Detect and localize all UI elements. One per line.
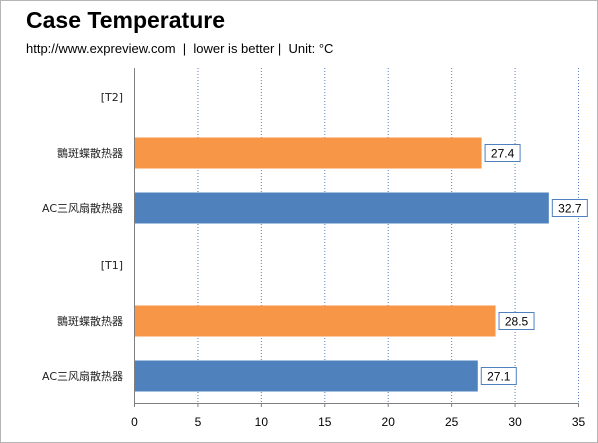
bar	[135, 192, 549, 224]
category-label: 䴉斑蝶散热器	[57, 146, 123, 160]
x-tick-label: 5	[195, 415, 202, 429]
x-tick-label: 15	[318, 415, 332, 429]
bar	[135, 305, 496, 337]
chart-subtitle: http://www.expreview.com | lower is bett…	[26, 41, 334, 56]
bar	[135, 360, 478, 392]
category-label: AC三风扇散热器	[42, 369, 123, 383]
data-label-box	[480, 367, 517, 385]
x-tick-label: 0	[131, 415, 138, 429]
data-label: 27.1	[487, 370, 511, 384]
data-label: 32.7	[558, 202, 582, 216]
x-tick-label: 20	[382, 415, 396, 429]
x-tick-label: 35	[572, 415, 586, 429]
category-label: [T1]	[101, 259, 123, 272]
data-label-box	[498, 312, 535, 330]
category-label: AC三风扇散热器	[42, 201, 123, 215]
category-label: [T2]	[101, 91, 123, 104]
chart-title: Case Temperature	[26, 7, 225, 33]
x-tick-label: 10	[255, 415, 269, 429]
data-label-box	[551, 199, 588, 217]
data-label: 28.5	[505, 315, 529, 329]
data-label-box	[484, 144, 521, 162]
x-tick-label: 30	[508, 415, 522, 429]
category-label: 䴉斑蝶散热器	[57, 314, 123, 328]
x-tick-label: 25	[445, 415, 459, 429]
data-label: 27.4	[491, 147, 515, 161]
bar	[135, 137, 482, 169]
